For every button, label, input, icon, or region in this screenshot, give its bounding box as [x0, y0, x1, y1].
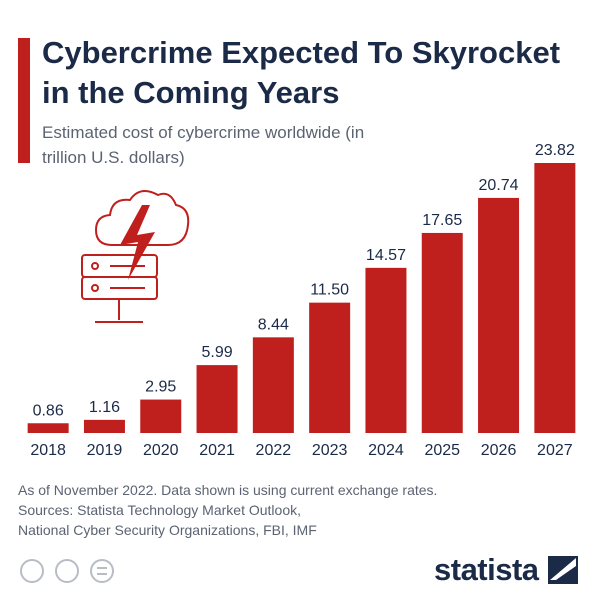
bar: [421, 232, 463, 433]
x-tick-label: 2023: [312, 442, 348, 459]
bar: [140, 399, 182, 433]
value-label: 11.50: [310, 282, 349, 299]
x-tick-label: 2019: [87, 442, 123, 459]
bar: [196, 365, 238, 433]
value-label: 20.74: [479, 177, 519, 194]
value-label: 1.16: [89, 399, 120, 416]
bar: [83, 419, 125, 433]
x-tick-label: 2024: [368, 442, 404, 459]
chart-subtitle: Estimated cost of cybercrime worldwide (…: [42, 123, 365, 167]
x-tick-label: 2022: [256, 442, 292, 459]
x-tick-label: 2025: [424, 442, 460, 459]
license-icons: [20, 559, 114, 583]
x-tick-label: 2026: [481, 442, 517, 459]
bar: [365, 267, 407, 433]
value-label: 0.86: [33, 402, 64, 419]
note: As of November 2022. Data shown is using…: [18, 482, 438, 498]
logo-mark: [548, 556, 578, 584]
bar: [534, 163, 576, 433]
logo: statista: [434, 552, 539, 587]
value-label: 17.65: [422, 212, 462, 229]
value-label: 8.44: [258, 316, 289, 333]
title-accent: [18, 38, 30, 163]
x-tick-label: 2018: [30, 442, 66, 459]
bar: [252, 337, 294, 433]
value-label: 23.82: [535, 142, 575, 159]
bar: [478, 197, 520, 433]
bar: [309, 302, 351, 433]
value-label: 5.99: [201, 344, 232, 361]
bar: [27, 423, 69, 433]
sources: Sources: Statista Technology Market Outl…: [18, 502, 317, 538]
lightning: [120, 205, 155, 280]
x-tick-label: 2020: [143, 442, 179, 459]
server-icon: [81, 190, 190, 323]
value-label: 2.95: [145, 379, 176, 396]
chart-title: Cybercrime Expected To Skyrocket in the …: [42, 35, 561, 110]
x-tick-label: 2027: [537, 442, 573, 459]
value-label: 14.57: [366, 247, 406, 264]
x-tick-label: 2021: [199, 442, 235, 459]
